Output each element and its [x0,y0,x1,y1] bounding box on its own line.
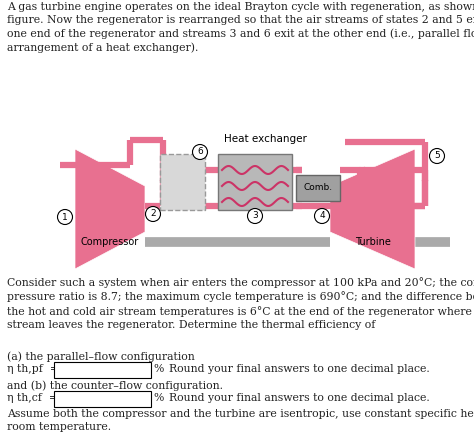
Text: 4: 4 [319,211,325,220]
Polygon shape [75,149,145,269]
Circle shape [315,208,329,224]
Text: Comb.: Comb. [303,184,333,193]
Text: A gas turbine engine operates on the ideal Brayton cycle with regeneration, as s: A gas turbine engine operates on the ide… [7,2,474,53]
Circle shape [192,145,208,160]
Text: 5: 5 [434,151,440,161]
Circle shape [57,210,73,224]
Text: η th,cf  =: η th,cf = [7,393,58,403]
Text: η th,pf  =: η th,pf = [7,364,59,374]
Text: Assume both the compressor and the turbine are isentropic, use constant specific: Assume both the compressor and the turbi… [7,409,474,432]
Bar [296,175,340,201]
Text: 1: 1 [62,213,68,221]
FancyBboxPatch shape [54,362,151,378]
Text: and (b) the counter–flow configuration.: and (b) the counter–flow configuration. [7,380,223,391]
Text: %: % [153,393,164,403]
Text: Round your final answers to one decimal place.: Round your final answers to one decimal … [162,364,430,374]
Circle shape [146,207,161,221]
Text: (a) the parallel–flow configuration: (a) the parallel–flow configuration [7,351,195,362]
Text: Consider such a system when air enters the compressor at 100 kPa and 20°C; the c: Consider such a system when air enters t… [7,277,474,330]
Text: 6: 6 [197,148,203,157]
Text: 3: 3 [252,211,258,220]
Text: Turbine: Turbine [355,237,391,247]
Text: Compressor: Compressor [81,237,139,247]
FancyBboxPatch shape [160,154,205,210]
Bar [218,154,292,210]
Text: Round your final answers to one decimal place.: Round your final answers to one decimal … [162,393,430,403]
Text: Heat exchanger: Heat exchanger [224,134,306,144]
Text: 2: 2 [150,210,156,218]
Text: %: % [153,364,164,374]
Circle shape [247,208,263,224]
FancyBboxPatch shape [54,391,151,407]
Polygon shape [330,149,415,269]
Circle shape [429,148,445,164]
